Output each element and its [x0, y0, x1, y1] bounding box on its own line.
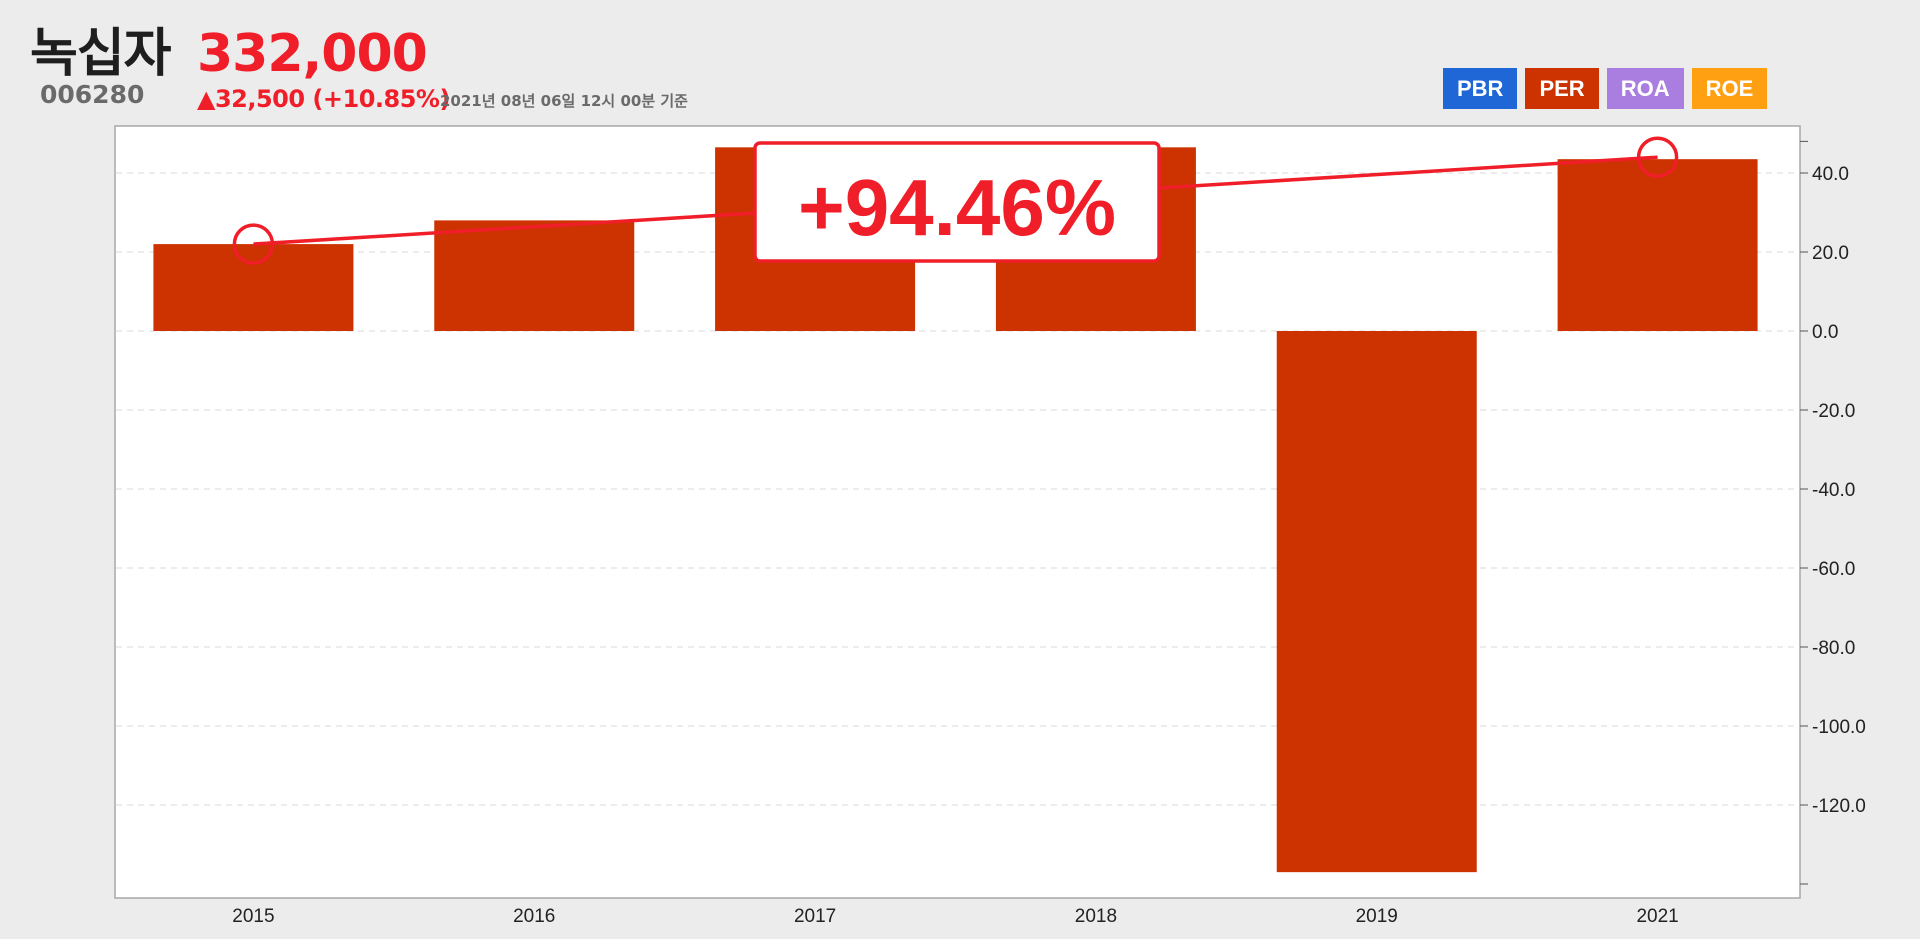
- y-tick-label: -80.0: [1812, 638, 1855, 659]
- stock-code: 006280: [40, 80, 145, 109]
- y-tick-label: -100.0: [1812, 717, 1866, 738]
- x-tick-label: 2015: [232, 906, 274, 927]
- tab-roa[interactable]: ROA: [1606, 68, 1684, 109]
- x-tick-label: 2017: [794, 906, 836, 927]
- y-tick-label: -60.0: [1812, 559, 1855, 580]
- y-tick-label: 0.0: [1812, 322, 1838, 343]
- y-tick-label: -120.0: [1812, 796, 1866, 817]
- bar: [1557, 159, 1758, 331]
- bar: [434, 220, 635, 331]
- tab-pbr[interactable]: PBR: [1443, 68, 1518, 109]
- bar: [153, 244, 354, 331]
- x-tick-label: 2019: [1356, 906, 1398, 927]
- stock-name: 녹십자: [30, 24, 172, 84]
- x-tick-label: 2016: [513, 906, 555, 927]
- tab-per[interactable]: PER: [1525, 68, 1599, 109]
- x-tick-label: 2021: [1636, 906, 1678, 927]
- change-callout-box: [753, 141, 1161, 263]
- trend-endpoint-marker: [232, 223, 275, 265]
- price-change: ▲32,500 (+10.85%): [197, 85, 450, 113]
- bar: [1276, 331, 1477, 873]
- as-of-timestamp: 2021년 08년 06일 12시 00분 기준: [440, 92, 688, 110]
- x-tick-label: 2018: [1075, 906, 1117, 927]
- change-callout-label: +94.46%: [798, 163, 1116, 252]
- y-tick-label: 40.0: [1812, 164, 1849, 185]
- tab-roe[interactable]: ROE: [1691, 68, 1768, 109]
- metric-tabs: PBR PER ROA ROE: [1443, 68, 1768, 109]
- y-tick-label: 20.0: [1812, 243, 1849, 264]
- y-tick-label: -40.0: [1812, 480, 1855, 501]
- current-price: 332,000: [197, 24, 428, 84]
- y-tick-label: -20.0: [1812, 401, 1855, 422]
- trend-endpoint-marker: [1636, 136, 1679, 178]
